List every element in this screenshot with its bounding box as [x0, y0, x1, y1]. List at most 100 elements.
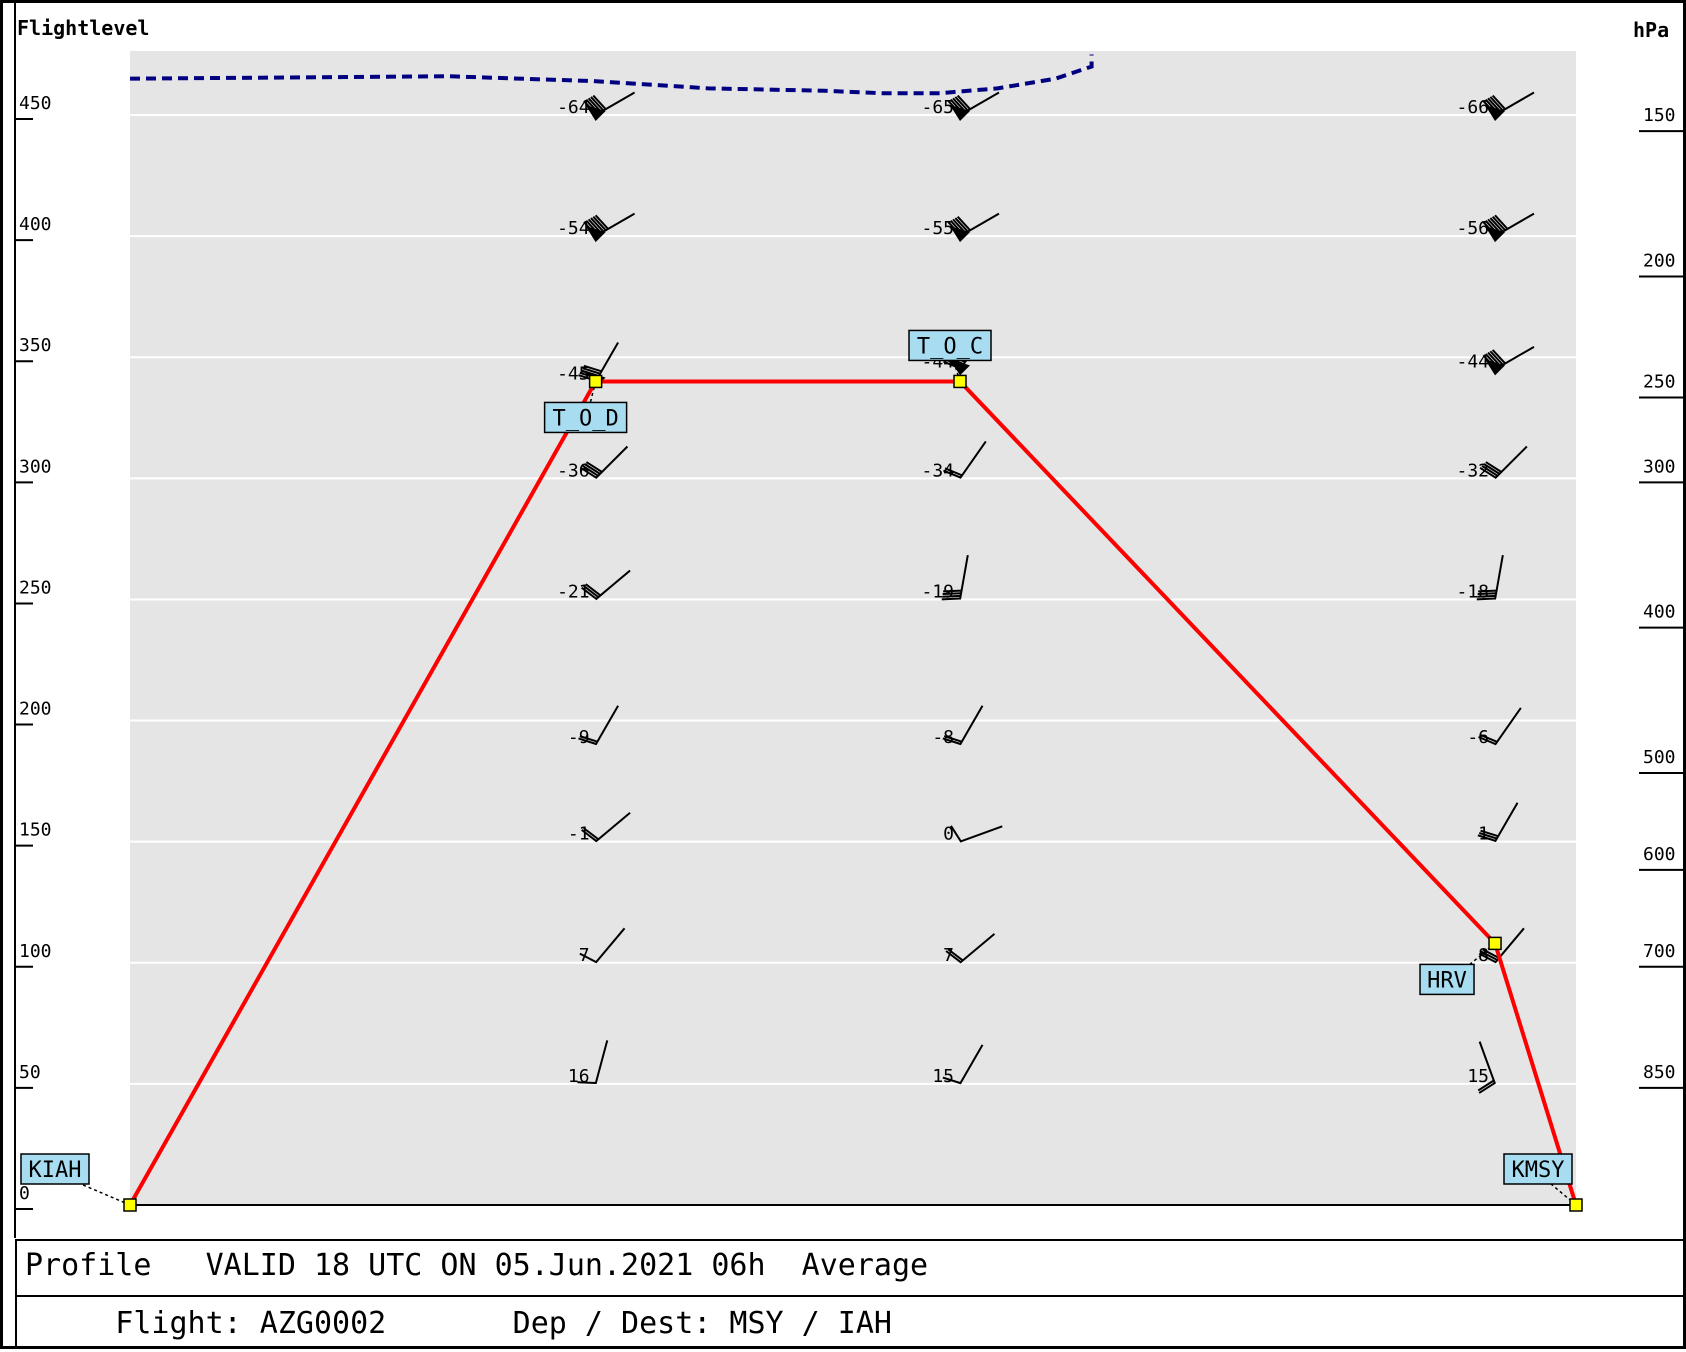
temperature-label: -54 — [557, 218, 590, 239]
temperature-label: -6 — [1467, 727, 1489, 748]
wind-barb: -9 — [568, 705, 619, 748]
temperature-label: -55 — [921, 218, 954, 239]
wind-barb-tick — [582, 367, 601, 375]
wind-barb-tick — [954, 96, 969, 112]
wind-barb: 15 — [1467, 1041, 1496, 1094]
wind-barb-tick — [579, 735, 598, 743]
wind-staff — [594, 811, 631, 843]
wind-barb-tick — [1478, 736, 1496, 745]
footer-left-rule — [15, 1239, 17, 1346]
wind-barb: -54 — [557, 212, 636, 243]
wind-barb-tick — [943, 589, 962, 593]
temperature-label: -56 — [1457, 218, 1490, 239]
wind-barb-tick — [1489, 350, 1504, 366]
wind-pennant — [950, 226, 971, 243]
wind-staff — [594, 705, 619, 746]
y-tick-label-right: 300 — [1643, 456, 1676, 477]
y-tick-label-left: 150 — [19, 820, 52, 841]
waypoint-label: KIAH — [29, 1158, 82, 1183]
wind-barb-tick — [1478, 589, 1497, 593]
temperature-label: -44 — [1457, 351, 1490, 372]
waypoint-marker — [588, 374, 603, 389]
wind-barb-tick — [580, 466, 597, 479]
wind-barb: -1 — [568, 811, 631, 845]
waypoint-marker — [953, 374, 967, 389]
y-tick-label-left: 100 — [19, 941, 52, 962]
wind-staff — [959, 554, 969, 600]
wind-staff — [959, 705, 984, 746]
wind-barb-tick — [1477, 592, 1497, 596]
waypoint-kmsy: KMSY — [1503, 1153, 1583, 1212]
tropopause-line — [129, 54, 1094, 96]
wind-barb-tick — [1485, 461, 1502, 473]
wind-barb-tick — [1478, 952, 1497, 963]
wind-barb-tick — [1480, 829, 1499, 838]
wind-barb-tick — [942, 1076, 961, 1085]
wind-barb: -56 — [1457, 212, 1535, 243]
grid-lines — [130, 114, 1576, 1206]
temperature-label: -21 — [557, 581, 590, 602]
y-tick-label-right: 250 — [1643, 372, 1676, 393]
wind-barb-tick — [942, 737, 961, 745]
wind-pennant — [585, 105, 606, 121]
wind-pennant — [950, 105, 971, 121]
wind-barb-tick — [585, 461, 603, 473]
wind-barb-tick — [583, 463, 601, 475]
y-tick-label-left: 350 — [19, 335, 52, 356]
wind-barb-tick — [944, 467, 963, 477]
wind-pennant — [585, 226, 606, 243]
wind-barb-tick — [579, 952, 597, 963]
waypoint-hrv: HRV — [1419, 936, 1502, 996]
wind-barb-tick — [577, 1081, 596, 1085]
wind-pennant — [1485, 359, 1506, 376]
wind-barb: 1 — [1477, 802, 1519, 845]
wind-staff — [1494, 445, 1528, 480]
wind-barb-tick — [590, 96, 605, 112]
y-axis-right: 150 200 250 300 400 500 600 700 850 — [1639, 105, 1686, 1089]
wind-barb-tick — [943, 469, 961, 479]
temperature-label: -9 — [568, 727, 590, 748]
y-tick-label-left: 50 — [19, 1062, 41, 1083]
waypoint-label: HRV — [1427, 968, 1467, 993]
temperature-label: 15 — [932, 1066, 954, 1087]
waypoint-marker — [1488, 936, 1502, 951]
wind-barb-tick — [590, 217, 605, 233]
waypoint-label-box — [543, 401, 628, 434]
y-tick-label-left: 250 — [19, 577, 52, 598]
wind-staff — [1478, 1041, 1496, 1085]
waypoint-kiah: KIAH — [20, 1153, 137, 1212]
wind-barb-tick — [582, 465, 599, 477]
wind-barb: -34 — [921, 440, 987, 481]
wind-barb-tick — [942, 594, 961, 598]
wind-barb: -66 — [1457, 91, 1535, 121]
waypoint-marker — [1569, 1198, 1583, 1212]
waypoint-toc: T_O_C — [908, 329, 992, 389]
y-tick-label-right: 200 — [1643, 250, 1676, 271]
wind-barb: -19 — [921, 554, 969, 602]
waypoint-label-box — [908, 329, 992, 362]
wind-barb-tick — [1481, 465, 1499, 477]
wind-barb-tick — [1483, 463, 1501, 475]
wind-barb-tick — [1479, 733, 1498, 743]
waypoint-label-box — [1419, 963, 1475, 996]
wind-staff — [959, 933, 996, 964]
y-tick-label-left: 300 — [19, 456, 52, 477]
wind-barb-tick — [1491, 349, 1506, 365]
temperature-label: -36 — [557, 460, 590, 481]
temperature-label: 15 — [1467, 1066, 1489, 1087]
wind-barb: -65 — [921, 91, 1000, 121]
y-tick-label-right: 600 — [1643, 844, 1676, 865]
temperature-label: -64 — [557, 97, 590, 118]
temperature-label: -65 — [921, 97, 954, 118]
wind-barb: -44 — [1457, 345, 1535, 376]
wind-barb-tick — [1491, 94, 1506, 110]
wind-barb-tick — [956, 94, 971, 110]
wind-barb: 15 — [932, 1044, 984, 1087]
wind-barb-tick — [945, 950, 962, 963]
y-tick-label-left: 200 — [19, 699, 52, 720]
temperature-label: 7 — [943, 945, 954, 966]
wind-barb-tick — [1477, 1079, 1495, 1092]
wind-barb: -55 — [921, 212, 1000, 243]
tropopause-series — [129, 54, 1094, 96]
wind-staff — [959, 825, 1003, 843]
